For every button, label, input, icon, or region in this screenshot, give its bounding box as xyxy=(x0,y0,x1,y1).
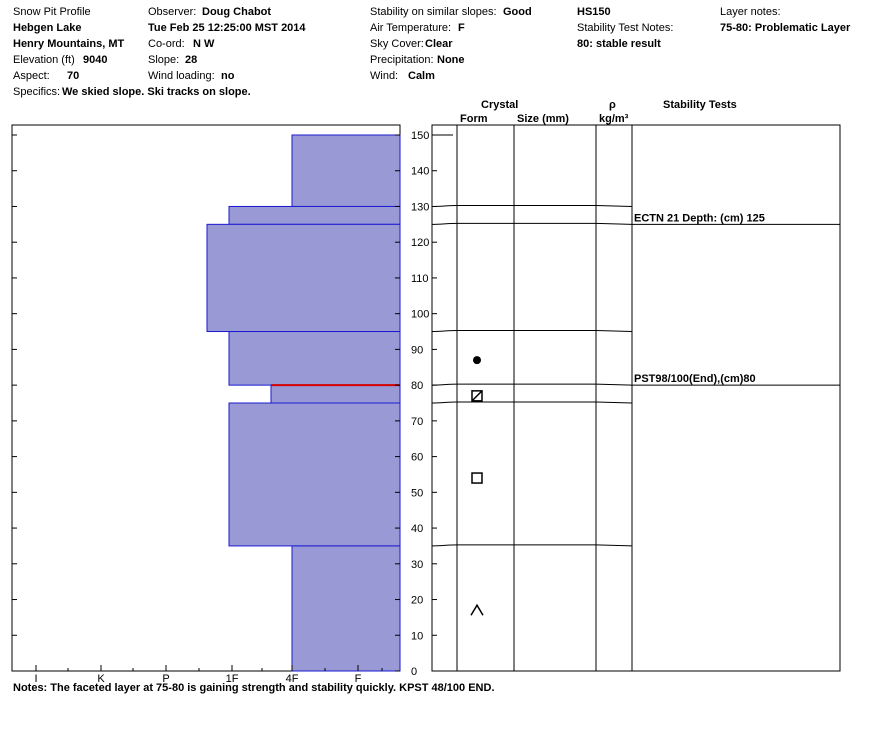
slope-label: Slope: xyxy=(148,54,180,66)
coord-value: N W xyxy=(193,38,215,50)
profile-title: Snow Pit Profile xyxy=(13,6,91,18)
precipitation-label: Precipitation: xyxy=(370,54,434,66)
height-axis-label: 40 xyxy=(411,523,423,535)
layer-note: 75-80: Problematic Layer xyxy=(720,22,851,34)
snow-height: HS150 xyxy=(577,6,611,18)
hardness-tick-label: I xyxy=(34,673,37,685)
hardness-tick-label: 1F xyxy=(226,673,239,685)
crystal-layer-boundary xyxy=(431,330,633,333)
crystal-layer-boundary xyxy=(431,383,633,386)
height-axis-label: 50 xyxy=(411,487,423,499)
hardness-tick-label: F xyxy=(355,673,362,685)
wind-label: Wind: xyxy=(370,70,399,82)
hardness-layer xyxy=(291,134,401,207)
height-axis-label: 70 xyxy=(411,416,423,428)
stability-similar-label: Stability on similar slopes: xyxy=(370,6,497,18)
slope-value: 28 xyxy=(185,54,198,66)
observation-date: Tue Feb 25 12:25:00 MST 2014 xyxy=(148,22,306,34)
hardness-layer xyxy=(270,384,401,404)
elevation-label: Elevation (ft) xyxy=(13,54,75,66)
mixed-forms-icon xyxy=(471,390,483,402)
notes-text: Notes: The faceted layer at 75-80 is gai… xyxy=(13,682,495,694)
height-axis-label: 110 xyxy=(411,273,429,285)
height-axis-label: 120 xyxy=(411,237,429,249)
coord-label: Co-ord: xyxy=(148,38,185,50)
air-temp-value: F xyxy=(458,22,465,34)
height-axis-label: 90 xyxy=(411,344,423,356)
aspect-value: 70 xyxy=(67,70,80,82)
density-column-header: ρ xyxy=(609,99,616,111)
height-axis-label: 150 xyxy=(411,130,429,142)
sky-cover-label: Sky Cover: xyxy=(370,38,424,50)
height-axis-label: 80 xyxy=(411,380,423,392)
crystal-column-header: Crystal xyxy=(481,99,519,111)
height-axis-label: 60 xyxy=(411,452,423,464)
crystal-layer-boundary xyxy=(431,401,633,404)
hardness-layer xyxy=(228,205,401,225)
density-unit-header: kg/m³ xyxy=(599,113,629,125)
stability-tests-column-header: Stability Tests xyxy=(663,99,737,111)
height-axis-label: 0 xyxy=(411,666,417,678)
wind-value: Calm xyxy=(408,70,435,82)
crystal-layer-boundary xyxy=(431,204,633,207)
hardness-layer xyxy=(291,545,401,672)
crystal-layer-boundary xyxy=(431,544,633,547)
hardness-tick-label: 4F xyxy=(286,673,299,685)
stability-test-label: ECTN 21 Depth: (cm) 125 xyxy=(634,212,765,224)
observer-label: Observer: xyxy=(148,6,197,18)
specifics-label: Specifics: xyxy=(13,86,61,98)
wind-loading-value: no xyxy=(221,70,235,82)
hardness-tick-label: P xyxy=(162,673,169,685)
height-axis-label: 140 xyxy=(411,166,429,178)
rounded-grains-icon xyxy=(473,356,481,365)
mixed-forms-icon xyxy=(471,390,483,402)
layer-notes-label: Layer notes: xyxy=(720,6,781,18)
specifics-value: We skied slope. Ski tracks on slope. xyxy=(62,86,251,98)
air-temp-label: Air Temperature: xyxy=(370,22,452,34)
stability-similar-value: Good xyxy=(503,6,532,18)
location-name: Hebgen Lake xyxy=(13,22,82,34)
sky-cover-value: Clear xyxy=(425,38,453,50)
height-axis-label: 30 xyxy=(411,559,423,571)
hardness-layer xyxy=(228,402,401,547)
stability-test-note: 80: stable result xyxy=(577,38,661,50)
observer-value: Doug Chabot xyxy=(202,6,272,18)
precipitation-value: None xyxy=(437,54,465,66)
depth-hoar-icon xyxy=(470,603,484,616)
height-axis-label: 130 xyxy=(411,201,429,213)
height-axis-label: 10 xyxy=(411,630,423,642)
crystal-table-frame xyxy=(431,124,841,672)
hardness-tick-label: K xyxy=(97,673,105,685)
hardness-layer xyxy=(228,331,401,386)
size-column-header: Size (mm) xyxy=(517,113,569,125)
stability-test-label: PST98/100(End),(cm)80 xyxy=(634,373,756,385)
stability-test-notes-label: Stability Test Notes: xyxy=(577,22,674,34)
mountain-range: Henry Mountains, MT xyxy=(13,38,125,50)
aspect-label: Aspect: xyxy=(13,70,50,82)
crystal-layer-boundary xyxy=(431,222,633,225)
height-axis-label: 100 xyxy=(411,309,429,321)
hardness-layer xyxy=(206,223,401,333)
elevation-value: 9040 xyxy=(83,54,108,66)
wind-loading-label: Wind loading: xyxy=(148,70,215,82)
height-axis-label: 20 xyxy=(411,595,423,607)
faceted-crystals-icon xyxy=(471,472,483,484)
form-column-header: Form xyxy=(460,113,488,125)
